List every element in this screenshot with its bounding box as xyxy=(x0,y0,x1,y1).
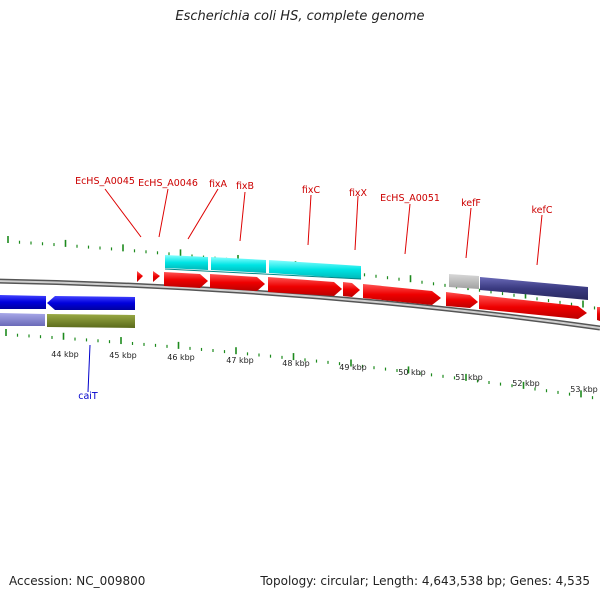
cds-feature[interactable] xyxy=(363,284,441,305)
scale-label: 49 kbp xyxy=(339,363,367,372)
feature-outline xyxy=(164,268,362,280)
reverse-cds-track xyxy=(0,295,135,328)
scale-label: 52 kbp xyxy=(512,379,540,388)
scale-label: 53 kbp xyxy=(570,385,598,394)
feature-block[interactable] xyxy=(449,274,479,289)
inner-tick-ring xyxy=(5,329,594,400)
scale-label: 45 kbp xyxy=(109,351,137,360)
feature-block[interactable] xyxy=(47,314,135,328)
feature-block[interactable] xyxy=(165,255,208,270)
cds-feature[interactable] xyxy=(446,292,478,308)
scale-label: 46 kbp xyxy=(167,353,195,362)
feature-block[interactable] xyxy=(211,257,266,273)
reverse-label-leader xyxy=(87,344,91,393)
genome-stats-text: Topology: circular; Length: 4,643,538 bp… xyxy=(260,574,590,588)
cds-feature[interactable] xyxy=(47,296,135,310)
forward-label-leaders xyxy=(104,188,543,266)
scale-label: 48 kbp xyxy=(282,359,310,368)
gene-label[interactable]: EcHS_A0046 xyxy=(138,178,198,189)
scale-label: 50 kbp xyxy=(398,368,426,377)
forward-gene-labels: EcHS_A0045 EcHS_A0046 fixA fixB fixC fix… xyxy=(75,176,553,216)
feature-block[interactable] xyxy=(0,313,45,326)
cds-feature[interactable] xyxy=(153,271,160,282)
gene-label[interactable]: caiT xyxy=(78,391,98,402)
scale-label: 47 kbp xyxy=(226,356,254,365)
forward-cds-track xyxy=(137,271,600,321)
gene-label[interactable]: fixA xyxy=(209,179,228,190)
cds-feature[interactable] xyxy=(268,277,342,296)
gene-label[interactable]: fixB xyxy=(236,181,254,192)
genome-backbone-highlight xyxy=(0,280,600,329)
feature-block[interactable] xyxy=(269,260,361,279)
cds-feature[interactable] xyxy=(0,295,46,309)
cds-feature[interactable] xyxy=(597,307,600,321)
gene-label[interactable]: fixX xyxy=(349,188,368,199)
gene-label[interactable]: EcHS_A0045 xyxy=(75,176,135,187)
accession-text: Accession: NC_009800 xyxy=(9,574,146,588)
scale-label: 51 kbp xyxy=(455,373,483,382)
gene-label[interactable]: kefC xyxy=(532,205,553,216)
scale-label: 44 kbp xyxy=(51,350,79,359)
gene-label[interactable]: fixC xyxy=(302,185,321,196)
cds-feature[interactable] xyxy=(343,282,360,297)
cds-feature[interactable] xyxy=(210,274,265,291)
cds-feature[interactable] xyxy=(137,271,143,282)
map-title: Escherichia coli HS, complete genome xyxy=(175,9,425,24)
cds-feature[interactable] xyxy=(164,272,208,288)
gene-label[interactable]: kefF xyxy=(461,198,481,209)
feature-block[interactable] xyxy=(480,277,588,300)
scale-labels: 44 kbp 45 kbp 46 kbp 47 kbp 48 kbp 49 kb… xyxy=(51,350,598,394)
forward-feature-track xyxy=(164,255,588,300)
cds-feature[interactable] xyxy=(479,295,587,319)
gene-label[interactable]: EcHS_A0051 xyxy=(380,193,440,204)
